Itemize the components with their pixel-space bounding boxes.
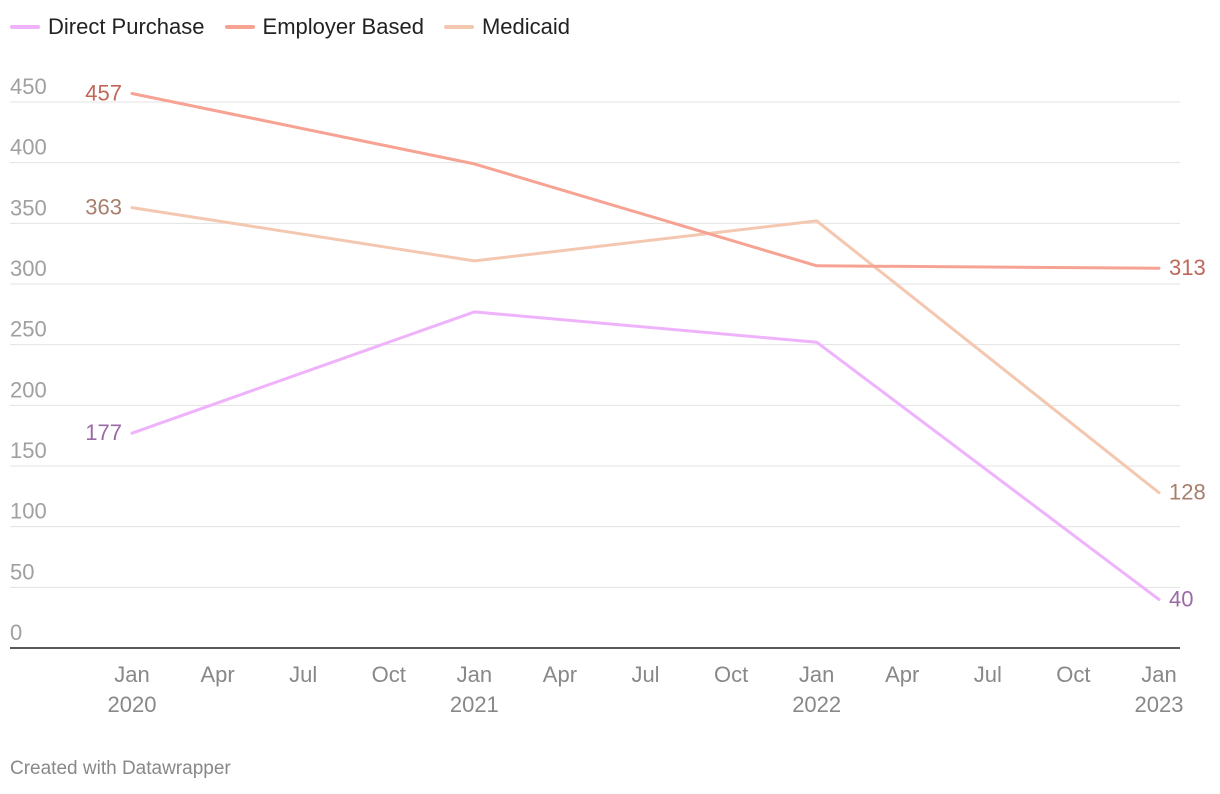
start-label-medicaid: 363: [85, 195, 122, 220]
x-axis-ticks: Jan 2020 Apr Jul Oct Jan 2021 Apr Jul Oct Jan 2022 A…: [108, 662, 1184, 717]
end-label-direct-purchase: 40: [1169, 586, 1193, 611]
legend-label-direct-purchase: Direct Purchase: [48, 14, 205, 39]
x-tick-label-4: Jan: [457, 662, 492, 687]
series-line-employer-based: [130, 92, 1161, 270]
legend-swatch-employer-based: [224, 25, 255, 29]
x-tick-label-1: Apr: [200, 662, 234, 687]
x-tick-label-0: Jan: [114, 662, 149, 687]
x-tick-year-2022: 2022: [792, 692, 841, 717]
x-tick-label-7: Oct: [714, 662, 748, 687]
x-tick-label-6: Jul: [631, 662, 659, 687]
end-label-medicaid: 128: [1169, 480, 1206, 505]
start-label-employer-based: 457: [85, 81, 122, 106]
y-tick-label-0: 0: [10, 620, 22, 645]
start-label-direct-purchase: 177: [85, 420, 122, 445]
series-lines: [130, 92, 1161, 601]
y-tick-label-300: 300: [10, 256, 47, 281]
legend-item-medicaid: Medicaid: [443, 14, 570, 40]
x-tick-year-2021: 2021: [450, 692, 499, 717]
legend-swatch-direct-purchase: [10, 25, 40, 29]
chart-credit: Created with Datawrapper: [10, 758, 231, 779]
legend-swatch-medicaid: [443, 25, 474, 29]
y-tick-label-50: 50: [10, 559, 34, 584]
legend-label-employer-based: Employer Based: [262, 14, 424, 39]
series-line-direct-purchase: [130, 310, 1161, 601]
legend-label-medicaid: Medicaid: [481, 14, 570, 39]
y-tick-label-350: 350: [10, 195, 47, 220]
x-tick-year-2023: 2023: [1135, 692, 1184, 717]
y-tick-label-450: 450: [10, 74, 47, 99]
legend-item-direct-purchase: Direct Purchase: [10, 14, 205, 40]
grid-lines: [10, 101, 1180, 649]
series-line-medicaid: [130, 206, 1161, 495]
x-tick-label-3: Oct: [372, 662, 406, 687]
y-tick-label-150: 150: [10, 438, 47, 463]
chart-legend: Direct Purchase Employer Based Medicaid: [10, 14, 570, 40]
legend-item-employer-based: Employer Based: [224, 14, 424, 40]
y-tick-label-200: 200: [10, 377, 47, 402]
data-labels: 177 40 457 313 363 128: [85, 81, 1205, 612]
x-tick-label-2: Jul: [289, 662, 317, 687]
y-tick-label-100: 100: [10, 499, 47, 524]
x-tick-label-10: Jul: [974, 662, 1002, 687]
x-tick-label-11: Oct: [1056, 662, 1090, 687]
end-label-employer-based: 313: [1169, 255, 1206, 280]
x-tick-label-5: Apr: [543, 662, 577, 687]
x-tick-year-2020: 2020: [108, 692, 157, 717]
x-tick-label-9: Apr: [885, 662, 919, 687]
y-tick-label-250: 250: [10, 317, 47, 342]
x-tick-label-12: Jan: [1141, 662, 1176, 687]
x-tick-label-8: Jan: [799, 662, 834, 687]
y-axis-ticks: 0 50 100 150 200 250 300 350 400 450: [10, 74, 47, 645]
y-tick-label-400: 400: [10, 135, 47, 160]
